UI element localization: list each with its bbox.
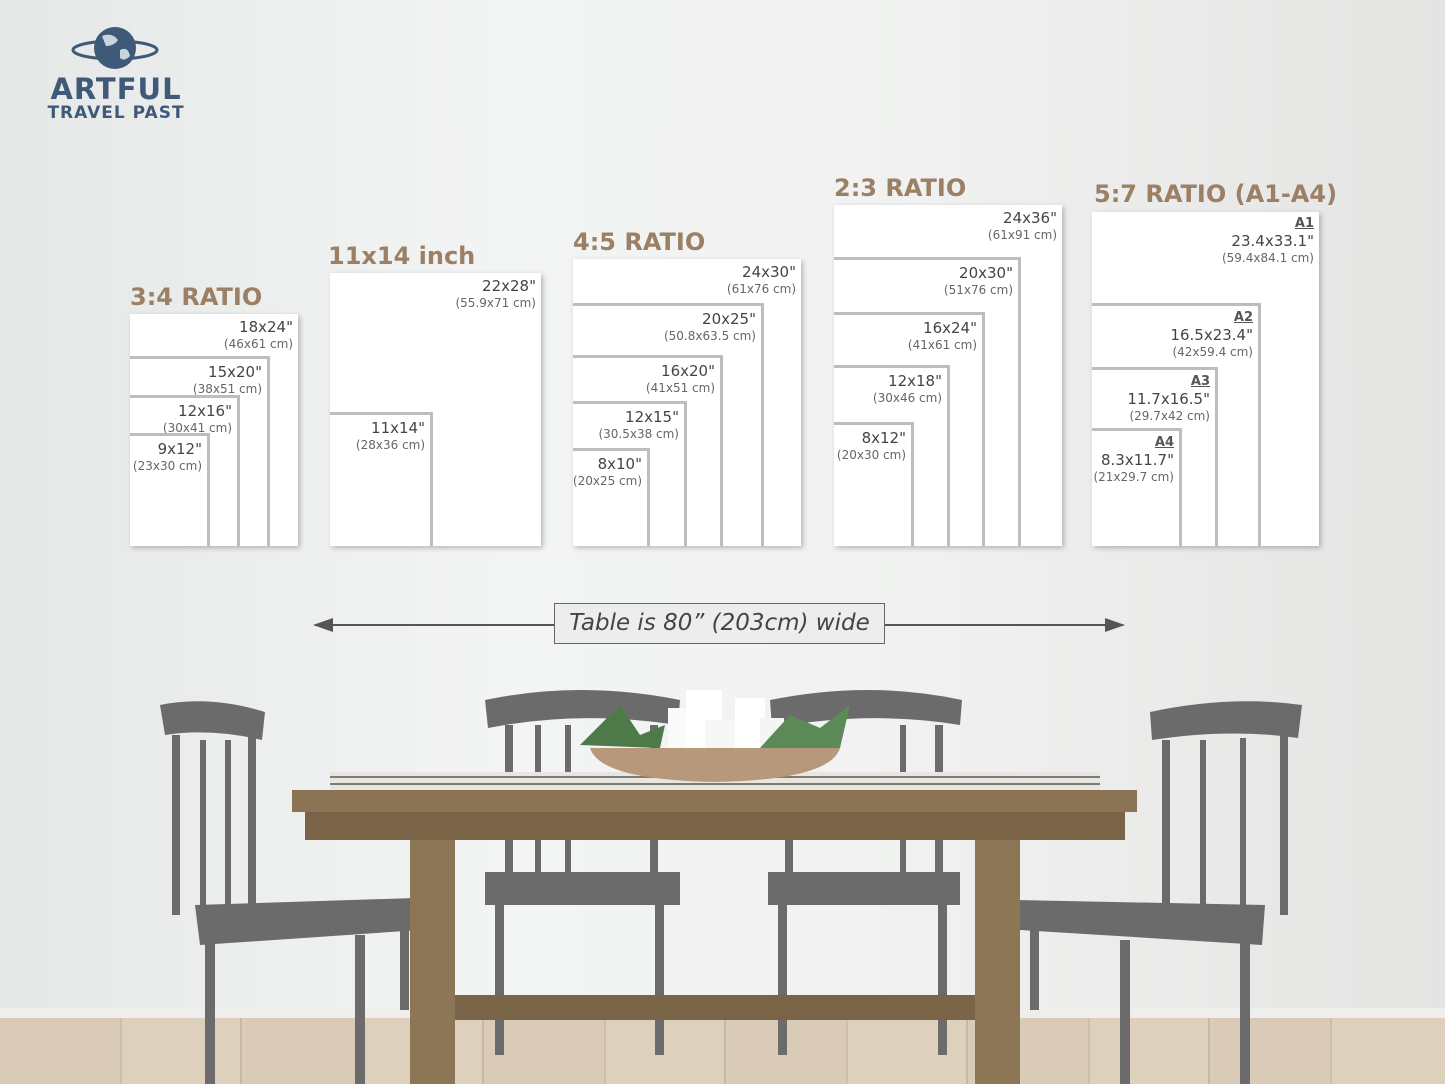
- size-label: 15x20" (38x51 cm): [193, 363, 262, 397]
- size-inches: 16.5x23.4": [1170, 326, 1253, 344]
- size-cm: (61x76 cm): [726, 282, 796, 296]
- print-size-outline: A4 8.3x11.7" (21x29.7 cm): [1092, 428, 1182, 546]
- centerpiece-bowl: [580, 690, 850, 782]
- size-label: 24x36" (61x91 cm): [988, 209, 1057, 243]
- chair-left: [160, 701, 420, 1084]
- group-title: 2:3 RATIO: [834, 174, 967, 202]
- size-inches: 8x10": [597, 455, 642, 473]
- paper-size: A4: [1154, 435, 1174, 450]
- size-inches: 9x12": [157, 440, 202, 458]
- size-label: 16x24" (41x61 cm): [908, 319, 977, 353]
- size-cm: (28x36 cm): [355, 438, 425, 452]
- size-cm: (41x61 cm): [907, 338, 977, 352]
- size-label: 20x25" (50.8x63.5 cm): [664, 310, 756, 344]
- size-cm: (55.9x71 cm): [455, 296, 536, 310]
- size-inches: 24x36": [1003, 209, 1057, 227]
- size-label: 20x30" (51x76 cm): [944, 264, 1013, 298]
- globe-icon: [71, 27, 159, 69]
- size-label: 8x10" (20x25 cm): [573, 455, 642, 489]
- print-size-outline: 8x10" (20x25 cm): [573, 448, 650, 546]
- size-inches: 24x30": [742, 263, 796, 281]
- size-cm: (46x61 cm): [223, 337, 293, 351]
- size-inches: 8.3x11.7": [1100, 451, 1174, 469]
- size-label: 24x30" (61x76 cm): [727, 263, 796, 297]
- wood-floor: [0, 1018, 1445, 1084]
- group-title: 3:4 RATIO: [130, 283, 263, 311]
- logo-line1: ARTFUL: [50, 72, 182, 106]
- size-inches: 22x28": [482, 277, 536, 295]
- size-label: 11x14" (28x36 cm): [356, 419, 425, 453]
- print-size-outline: 11x14" (28x36 cm): [330, 412, 433, 546]
- size-inches: 15x20": [208, 363, 262, 381]
- size-label: 12x18" (30x46 cm): [873, 372, 942, 406]
- size-label: 12x15" (30.5x38 cm): [598, 408, 679, 442]
- size-inches: 23.4x33.1": [1231, 232, 1314, 250]
- size-cm: (30x41 cm): [162, 421, 232, 435]
- size-cm: (41x51 cm): [645, 381, 715, 395]
- size-cm: (50.8x63.5 cm): [663, 329, 756, 343]
- paper-size: A1: [1294, 216, 1314, 231]
- arrow-right-icon: [1105, 618, 1125, 632]
- size-inches: 11.7x16.5": [1127, 390, 1210, 408]
- print-size-outline: 8x12" (20x30 cm): [834, 422, 914, 546]
- size-cm: (20x30 cm): [836, 448, 906, 462]
- group-title: 4:5 RATIO: [573, 228, 706, 256]
- size-inches: 12x18": [888, 372, 942, 390]
- size-cm: (59.4x84.1 cm): [1221, 251, 1314, 265]
- size-inches: 20x25": [702, 310, 756, 328]
- dining-table: [292, 772, 1137, 1084]
- size-cm: (30.5x38 cm): [598, 427, 679, 441]
- size-label: A4 8.3x11.7" (21x29.7 cm): [1093, 435, 1174, 485]
- size-inches: 18x24": [239, 318, 293, 336]
- size-inches: 11x14": [371, 419, 425, 437]
- size-label: A1 23.4x33.1" (59.4x84.1 cm): [1222, 216, 1314, 266]
- size-cm: (29.7x42 cm): [1129, 409, 1210, 423]
- arrow-left-icon: [313, 618, 333, 632]
- paper-size: A2: [1233, 310, 1253, 325]
- paper-size: A3: [1190, 374, 1210, 389]
- size-label: A3 11.7x16.5" (29.7x42 cm): [1127, 374, 1210, 424]
- size-cm: (21x29.7 cm): [1093, 470, 1174, 484]
- size-label: 12x16" (30x41 cm): [163, 402, 232, 436]
- size-cm: (23x30 cm): [132, 459, 202, 473]
- brand-logo: ARTFUL TRAVEL PAST: [36, 24, 196, 122]
- size-inches: 16x24": [923, 319, 977, 337]
- size-cm: (38x51 cm): [192, 382, 262, 396]
- table-width-note: Table is 80” (203cm) wide: [554, 603, 885, 644]
- print-size-outline: 9x12" (23x30 cm): [130, 433, 210, 546]
- size-label: 8x12" (20x30 cm): [837, 429, 906, 463]
- size-cm: (30x46 cm): [872, 391, 942, 405]
- size-label: 22x28" (55.9x71 cm): [455, 277, 536, 311]
- chair-right: [1015, 701, 1302, 1084]
- size-inches: 8x12": [861, 429, 906, 447]
- size-cm: (42x59.4 cm): [1172, 345, 1253, 359]
- size-label: 9x12" (23x30 cm): [133, 440, 202, 474]
- logo-line2: TRAVEL PAST: [47, 103, 185, 123]
- size-label: A2 16.5x23.4" (42x59.4 cm): [1170, 310, 1253, 360]
- group-title: 11x14 inch: [328, 242, 476, 270]
- size-cm: (61x91 cm): [987, 228, 1057, 242]
- group-title: 5:7 RATIO (A1-A4): [1094, 180, 1338, 208]
- size-cm: (51x76 cm): [943, 283, 1013, 297]
- size-inches: 20x30": [959, 264, 1013, 282]
- size-inches: 12x16": [178, 402, 232, 420]
- size-label: 18x24" (46x61 cm): [224, 318, 293, 352]
- size-cm: (20x25 cm): [572, 474, 642, 488]
- size-label: 16x20" (41x51 cm): [646, 362, 715, 396]
- size-inches: 16x20": [661, 362, 715, 380]
- size-inches: 12x15": [625, 408, 679, 426]
